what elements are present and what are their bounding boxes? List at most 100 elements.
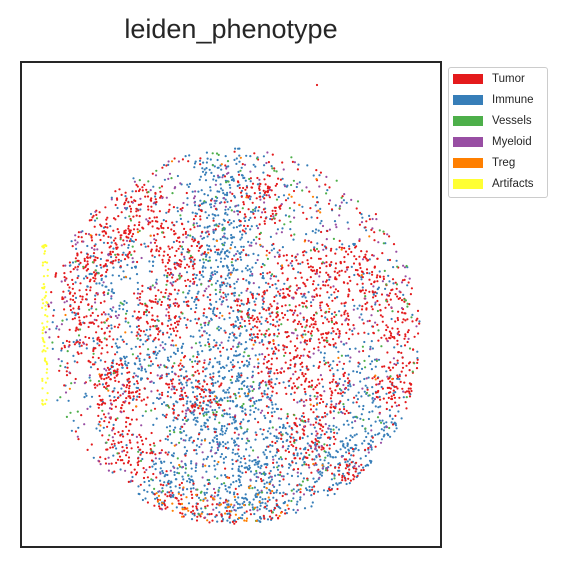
point-tumor-4252 <box>115 461 118 464</box>
point-immune-2000 <box>180 346 183 349</box>
point-tumor-2260 <box>81 298 84 301</box>
point-tumor-4555 <box>262 428 265 431</box>
point-tumor-2581 <box>395 385 398 388</box>
point-tumor-3752 <box>286 331 289 334</box>
point-immune-1089 <box>362 466 365 469</box>
point-tumor-3074 <box>266 411 270 414</box>
point-immune-1726 <box>107 313 110 316</box>
point-tumor-2508 <box>130 447 133 450</box>
point-immune-283 <box>239 256 242 259</box>
point-immune-1649 <box>225 193 229 196</box>
point-immune-1449 <box>257 408 260 411</box>
point-tumor-4586 <box>346 266 350 269</box>
point-tumor-4173 <box>273 275 276 278</box>
point-immune-2182 <box>162 163 166 167</box>
point-immune-194 <box>99 257 102 261</box>
point-tumor-3088 <box>272 323 275 326</box>
point-tumor-3648 <box>128 387 131 390</box>
point-immune-1068 <box>266 430 270 433</box>
point-immune-2078 <box>336 450 339 454</box>
point-tumor-4301 <box>374 445 377 448</box>
point-tumor-4500 <box>348 379 351 382</box>
point-tumor-2455 <box>172 230 176 233</box>
point-immune-81 <box>185 370 188 373</box>
point-immune-1039 <box>212 345 215 349</box>
point-immune-1659 <box>137 303 140 306</box>
point-immune-1942 <box>189 358 192 361</box>
point-immune-966 <box>152 185 155 188</box>
point-tumor-3023 <box>347 381 350 384</box>
point-tumor-3772 <box>76 253 79 256</box>
point-immune-1732 <box>359 471 362 474</box>
point-myeloid-4868 <box>378 412 381 415</box>
point-immune-1434 <box>331 456 334 459</box>
point-myeloid-4779 <box>293 216 296 219</box>
point-myeloid-4916 <box>358 238 361 241</box>
point-immune-160 <box>194 360 197 363</box>
point-immune-1293 <box>206 226 209 229</box>
point-tumor-2812 <box>79 301 83 304</box>
point-tumor-3378 <box>155 476 158 479</box>
point-immune-843 <box>310 447 313 450</box>
point-immune-1724 <box>269 323 272 326</box>
point-immune-1909 <box>304 393 307 396</box>
point-tumor-2614 <box>319 171 322 174</box>
point-tumor-3574 <box>353 475 356 478</box>
point-immune-714 <box>396 362 399 365</box>
point-immune-430 <box>116 338 119 341</box>
point-tumor-3122 <box>129 423 132 426</box>
point-tumor-3368 <box>181 158 184 161</box>
point-immune-1321 <box>201 465 204 468</box>
point-tumor-2837 <box>128 205 131 208</box>
point-myeloid-4970 <box>338 335 341 338</box>
point-immune-595 <box>348 245 351 248</box>
point-tumor-3181 <box>112 260 115 263</box>
point-tumor-3763 <box>264 355 267 358</box>
point-tumor-3502 <box>174 304 177 307</box>
point-tumor-2836 <box>241 229 244 232</box>
point-tumor-2530 <box>256 326 259 329</box>
point-tumor-4162 <box>175 334 178 337</box>
point-immune-1617 <box>206 455 209 458</box>
point-immune-1160 <box>283 282 286 285</box>
point-immune-1681 <box>166 390 170 394</box>
point-immune-1065 <box>122 308 125 311</box>
point-immune-170 <box>119 468 122 471</box>
point-tumor-2965 <box>73 292 76 295</box>
point-tumor-3422 <box>84 266 87 269</box>
point-myeloid-4830 <box>76 268 79 271</box>
point-immune-1196 <box>190 381 193 384</box>
point-immune-1839 <box>224 208 227 211</box>
point-tumor-3330 <box>273 507 277 510</box>
point-tumor-2989 <box>89 286 92 289</box>
point-tumor-4278 <box>295 430 298 433</box>
point-immune-1045 <box>237 496 240 499</box>
point-tumor-2616 <box>197 317 200 320</box>
point-myeloid-4655 <box>216 446 219 449</box>
point-immune-307 <box>228 251 231 254</box>
point-immune-1072 <box>85 347 88 350</box>
point-immune-1802 <box>232 506 235 509</box>
point-tumor-4052 <box>122 401 125 404</box>
point-immune-2103 <box>231 381 234 384</box>
point-tumor-3357 <box>79 261 82 264</box>
point-immune-2143 <box>127 361 130 365</box>
point-immune-1464 <box>220 187 223 190</box>
point-tumor-4154 <box>347 288 350 291</box>
point-immune-610 <box>297 163 300 166</box>
point-immune-1288 <box>240 189 243 192</box>
point-immune-418 <box>219 284 222 287</box>
point-tumor-3015 <box>86 448 89 451</box>
point-tumor-4391 <box>391 423 395 426</box>
point-immune-1897 <box>336 483 339 486</box>
point-immune-1146 <box>276 251 279 254</box>
point-tumor-4522 <box>113 369 116 372</box>
point-immune-2046 <box>226 191 229 194</box>
point-immune-8 <box>210 455 214 458</box>
point-tumor-4563 <box>360 463 363 466</box>
point-tumor-3184 <box>272 350 275 353</box>
point-tumor-3273 <box>306 456 309 459</box>
point-immune-740 <box>232 493 236 496</box>
point-tumor-3631 <box>58 369 61 372</box>
point-immune-1779 <box>226 282 229 285</box>
